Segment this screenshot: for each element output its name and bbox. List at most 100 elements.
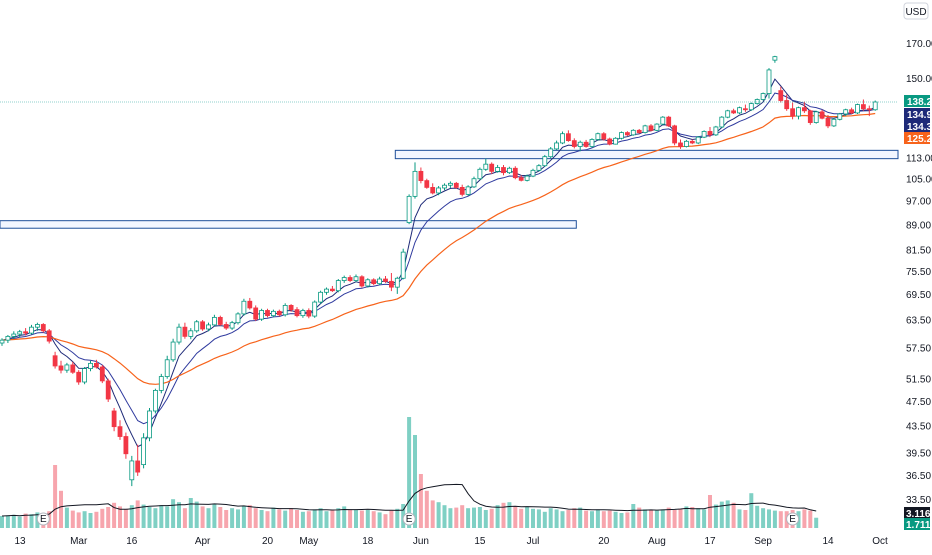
candle[interactable] (147, 407, 152, 442)
candle[interactable] (294, 307, 300, 318)
candle[interactable] (388, 272, 394, 292)
candle[interactable] (158, 373, 164, 394)
candle[interactable] (188, 328, 194, 340)
candle[interactable] (701, 130, 707, 139)
candle[interactable] (566, 130, 571, 142)
candle[interactable] (607, 137, 613, 146)
candle[interactable] (70, 361, 76, 374)
candle[interactable] (341, 275, 347, 283)
candle[interactable] (542, 154, 548, 167)
candle[interactable] (223, 321, 229, 330)
candle[interactable] (813, 110, 819, 124)
candle[interactable] (176, 323, 182, 345)
candle[interactable] (595, 132, 601, 141)
candle[interactable] (660, 116, 666, 125)
candle[interactable] (831, 118, 837, 127)
candle[interactable] (141, 433, 147, 469)
candle[interactable] (442, 183, 447, 191)
candle[interactable] (748, 102, 754, 111)
candle[interactable] (672, 124, 677, 146)
candle[interactable] (0, 338, 5, 346)
candle[interactable] (135, 444, 141, 476)
support-zone-0[interactable] (0, 220, 577, 229)
candle[interactable] (182, 322, 188, 339)
candle[interactable] (424, 178, 430, 189)
candle[interactable] (695, 135, 701, 145)
candle[interactable] (861, 99, 866, 111)
earnings-marker[interactable]: E (786, 512, 800, 526)
earnings-marker[interactable]: E (36, 512, 50, 526)
candle[interactable] (17, 329, 23, 338)
candle[interactable] (105, 378, 111, 402)
candle[interactable] (495, 164, 501, 173)
candle[interactable] (29, 324, 34, 335)
candle[interactable] (790, 102, 795, 120)
candle[interactable] (837, 112, 843, 121)
candle[interactable] (412, 162, 418, 199)
candle[interactable] (613, 137, 618, 145)
candle[interactable] (40, 323, 46, 333)
candle[interactable] (170, 338, 176, 362)
candle[interactable] (619, 131, 624, 140)
candle[interactable] (819, 109, 825, 120)
candle[interactable] (200, 320, 206, 331)
candle[interactable] (506, 166, 512, 174)
candle[interactable] (737, 106, 742, 114)
candle[interactable] (784, 94, 790, 111)
candle[interactable] (152, 388, 158, 414)
candle[interactable] (536, 164, 542, 172)
candle[interactable] (843, 108, 849, 117)
earnings-marker[interactable]: E (402, 512, 416, 526)
candle[interactable] (259, 308, 265, 321)
candle[interactable] (666, 115, 672, 127)
candle[interactable] (194, 320, 200, 333)
candle[interactable] (129, 455, 135, 487)
candle[interactable] (719, 116, 725, 129)
candle[interactable] (430, 183, 436, 195)
candle[interactable] (371, 278, 377, 286)
candle[interactable] (866, 105, 872, 117)
candle[interactable] (678, 139, 683, 149)
candle[interactable] (731, 108, 736, 114)
candle[interactable] (713, 125, 719, 136)
candle[interactable] (359, 275, 365, 288)
candle[interactable] (206, 322, 211, 332)
candle[interactable] (288, 304, 294, 312)
candle[interactable] (76, 370, 82, 385)
candle[interactable] (772, 55, 778, 63)
candle[interactable] (630, 129, 636, 136)
candle[interactable] (211, 314, 217, 327)
candle[interactable] (518, 175, 524, 182)
candle[interactable] (164, 355, 170, 379)
candle[interactable] (589, 138, 595, 148)
candle[interactable] (725, 109, 731, 119)
candle[interactable] (123, 432, 129, 459)
candle[interactable] (766, 68, 772, 99)
candle[interactable] (418, 167, 424, 184)
candle[interactable] (465, 185, 471, 196)
candle[interactable] (707, 126, 713, 138)
candle[interactable] (778, 86, 784, 103)
candle[interactable] (318, 290, 324, 304)
candle[interactable] (436, 186, 442, 196)
candle[interactable] (512, 166, 518, 180)
candle[interactable] (524, 174, 530, 182)
candle[interactable] (796, 106, 801, 120)
candle[interactable] (807, 109, 813, 125)
candle[interactable] (329, 285, 335, 292)
candle[interactable] (571, 138, 577, 149)
candle[interactable] (625, 131, 630, 136)
candle[interactable] (548, 146, 554, 159)
candle[interactable] (855, 103, 860, 114)
candle[interactable] (312, 300, 318, 318)
candle[interactable] (754, 98, 760, 105)
candle[interactable] (265, 308, 270, 318)
candle[interactable] (235, 312, 241, 325)
candle[interactable] (601, 132, 607, 141)
candle[interactable] (377, 276, 383, 286)
candle[interactable] (642, 124, 648, 134)
candle[interactable] (282, 303, 288, 317)
candle[interactable] (471, 176, 477, 188)
